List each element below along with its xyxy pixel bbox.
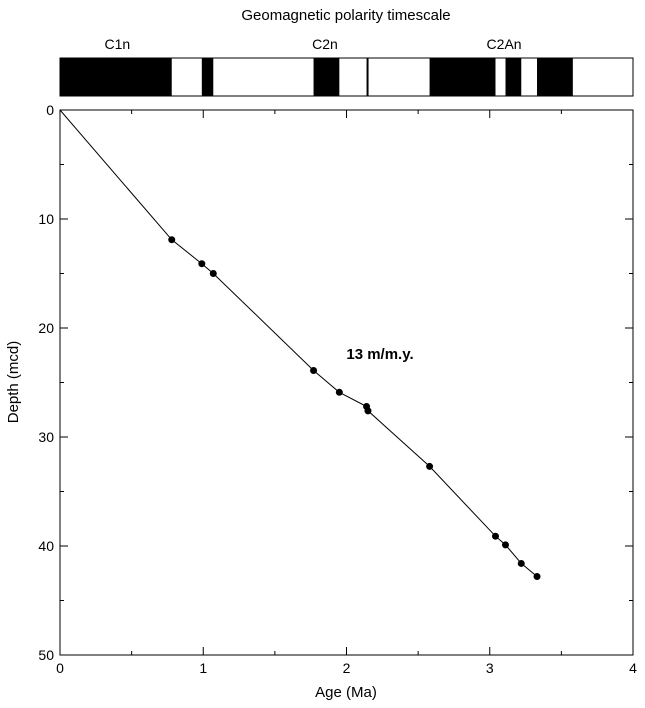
normal-polarity-interval (537, 58, 573, 96)
normal-polarity-interval (60, 58, 172, 96)
data-point (335, 388, 343, 396)
x-axis-ticks: 0 1 2 3 4 (56, 110, 637, 676)
data-point (502, 541, 510, 549)
data-point (310, 367, 318, 375)
chron-label: C2An (487, 36, 522, 52)
normal-polarity-interval (429, 58, 496, 96)
data-point (491, 532, 499, 540)
data-points (168, 236, 541, 581)
y-tick-label: 40 (38, 538, 54, 554)
data-point (209, 270, 217, 277)
chron-label: C2n (312, 36, 338, 52)
data-point (168, 236, 176, 244)
y-tick-label: 20 (38, 320, 54, 336)
chron-labels: C1n C2n C2An (104, 36, 521, 52)
plot-frame (59, 109, 634, 656)
normal-polarity-interval (313, 58, 340, 96)
y-tick-label: 50 (38, 647, 54, 663)
timescale-title: Geomagnetic polarity timescale (241, 7, 450, 24)
depth-series (59, 109, 538, 577)
y-tick-label: 30 (38, 429, 54, 445)
x-tick-label: 3 (486, 660, 494, 676)
y-tick-label: 0 (46, 102, 54, 118)
polarity-timescale-bar (59, 57, 634, 97)
data-point (198, 260, 206, 268)
x-axis-label: Age (Ma) (315, 684, 377, 701)
sedimentation-rate-annotation: 13 m/m.y. (346, 346, 413, 363)
plot-border (59, 109, 634, 656)
normal-polarity-interval (505, 58, 522, 96)
data-point (426, 462, 434, 470)
x-tick-label: 2 (343, 660, 351, 676)
normal-polarity-interval (201, 58, 214, 96)
x-tick-label: 1 (199, 660, 207, 676)
x-tick-label: 4 (629, 660, 637, 676)
data-point (533, 573, 541, 581)
chron-label: C1n (104, 36, 130, 52)
series-line (59, 109, 538, 577)
y-axis-ticks: 0 10 20 30 40 50 (38, 102, 633, 663)
y-axis-label: Depth (mcd) (5, 341, 22, 424)
data-point (364, 407, 372, 415)
data-point (517, 559, 525, 567)
x-tick-label: 0 (56, 660, 64, 676)
y-tick-label: 10 (38, 211, 54, 227)
normal-polarity-interval (366, 58, 369, 96)
